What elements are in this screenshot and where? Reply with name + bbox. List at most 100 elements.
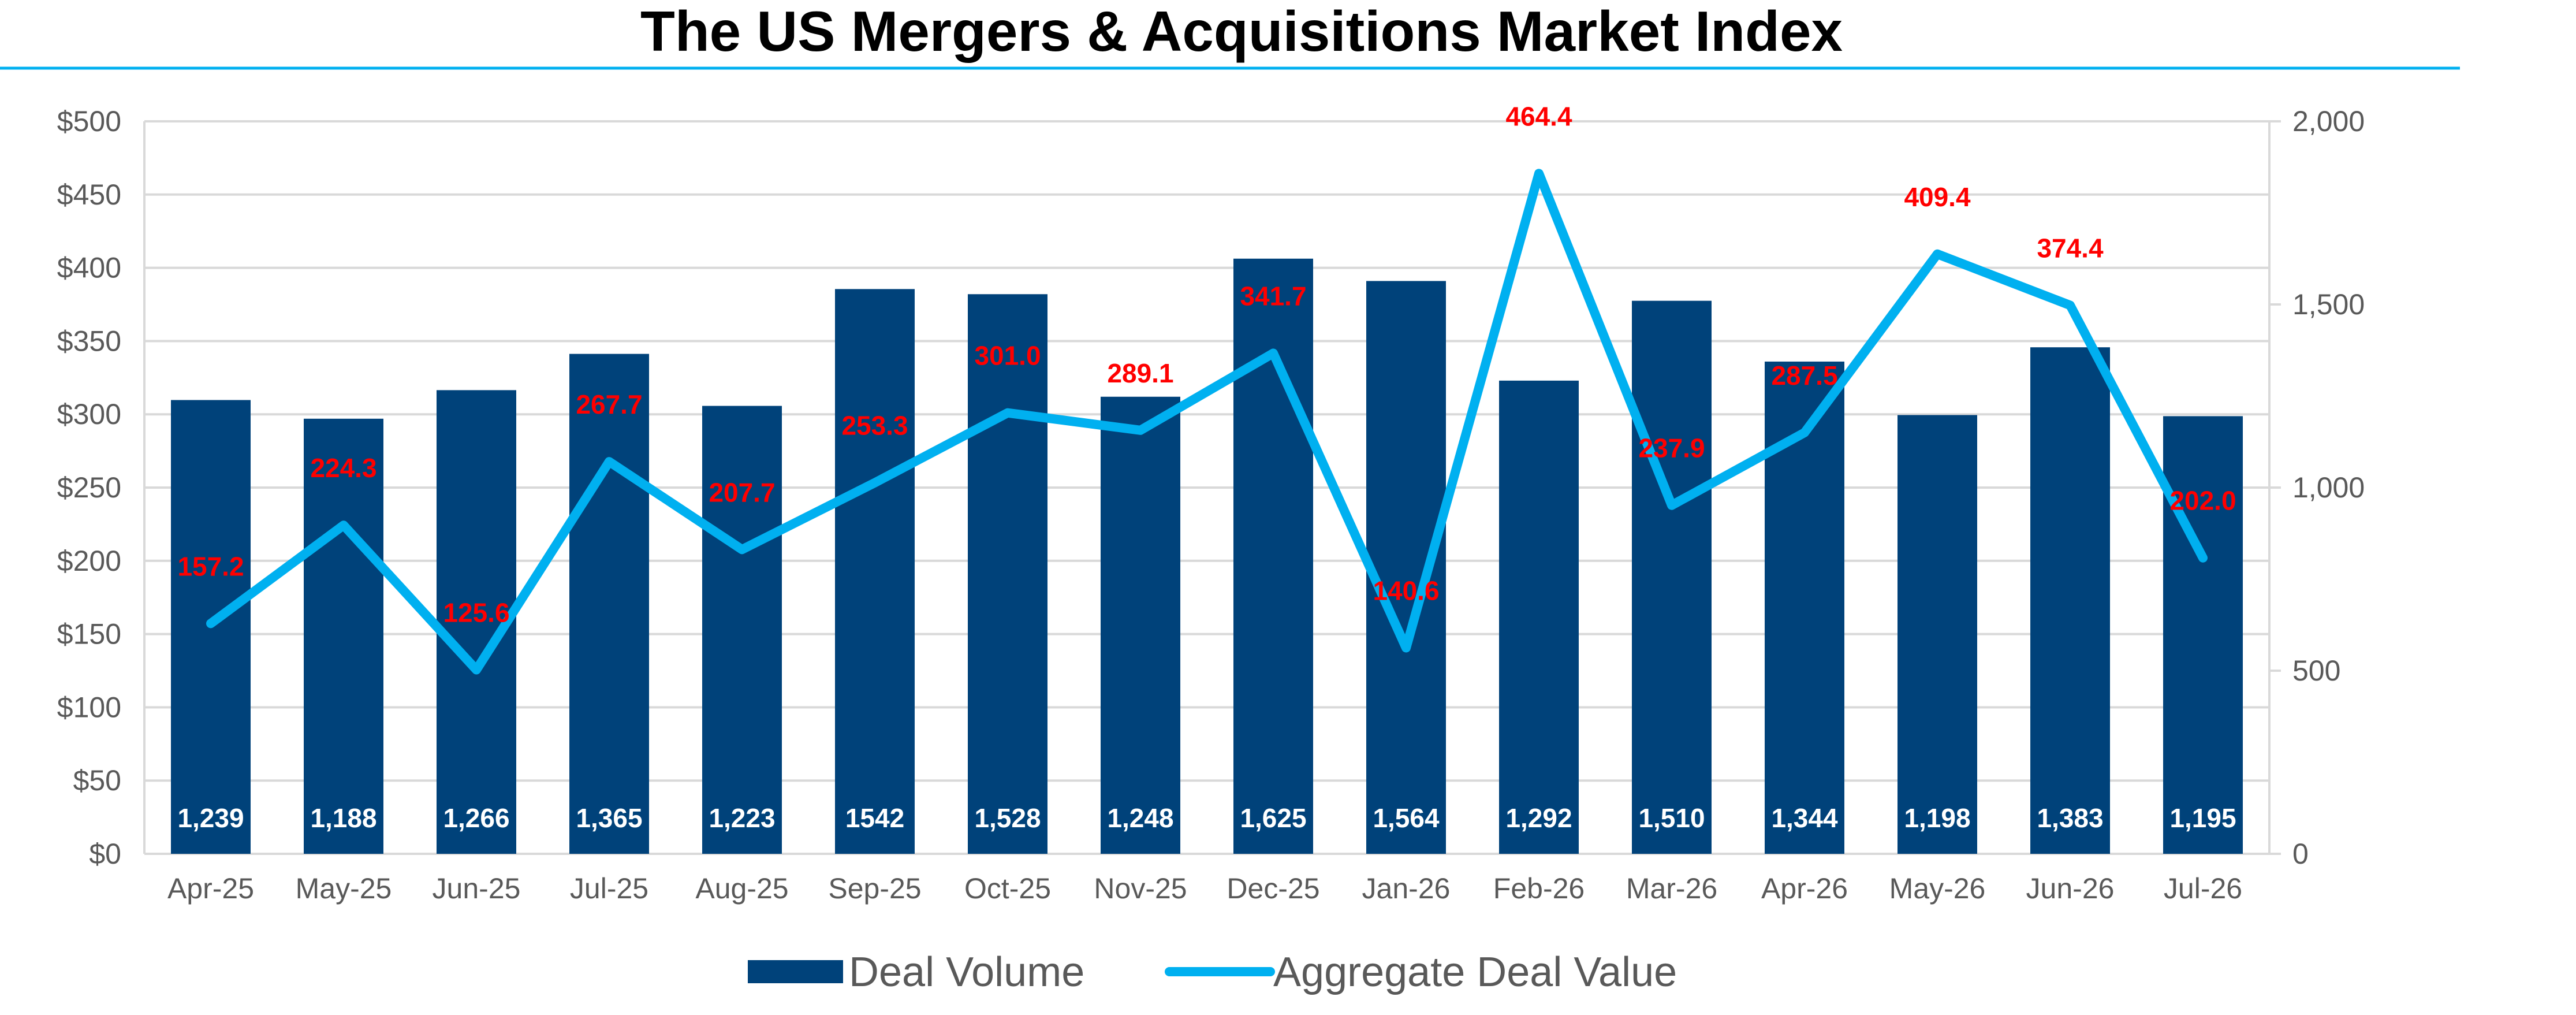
x-tick-label: Jun-25 [433, 872, 521, 905]
bar-deal-volume [1101, 396, 1180, 854]
line-point-aggregate-deal-value [609, 461, 610, 463]
line-data-labels: 157.2 224.3 125.6 267.7 207.7 253.3 301.0 289.1… [177, 101, 2236, 627]
x-tick-label: Nov-25 [1094, 872, 1187, 905]
bar-data-label: 1,188 [310, 803, 376, 833]
x-tick-label: Jun-26 [2026, 872, 2115, 905]
bar-data-label: 1,625 [1240, 803, 1306, 833]
x-tick-label: Jul-25 [570, 872, 648, 905]
legend: Deal Volume Aggregate Deal Value [748, 949, 1677, 995]
line-point-aggregate-deal-value [1007, 412, 1008, 414]
axis-tick-labels: $0 $50 $100 $150 $200 $250 $300 $350 $400 $450 $50… [57, 105, 2365, 905]
bar-data-label: 1542 [845, 803, 904, 833]
bar-data-labels: 1,239 1,188 1,266 1,365 1,223 1542 1,528 1,248 1… [177, 803, 2236, 833]
y-left-tick-label: $250 [57, 471, 121, 504]
line-data-label: 464.4 [1505, 101, 1572, 131]
line-point-aggregate-deal-value [1140, 429, 1141, 431]
bar-data-label: 1,365 [576, 803, 642, 833]
y-right-tick-label: 1,500 [2292, 288, 2365, 321]
bar-deal-volume [2030, 347, 2110, 854]
line-point-aggregate-deal-value [1671, 504, 1672, 506]
line-data-label: 125.6 [443, 597, 509, 627]
bar-data-label: 1,564 [1373, 803, 1440, 833]
x-tick-label: May-25 [296, 872, 392, 905]
line-point-aggregate-deal-value [1937, 253, 1938, 255]
bar-data-label: 1,239 [177, 803, 244, 833]
line-point-aggregate-deal-value [1273, 352, 1274, 354]
line-data-label: 157.2 [177, 551, 244, 581]
line-data-label: 253.3 [841, 411, 908, 441]
bar-data-label: 1,266 [443, 803, 509, 833]
line-data-label: 202.0 [2169, 486, 2236, 516]
bar-data-label: 1,195 [2169, 803, 2236, 833]
line-data-label: 267.7 [576, 389, 642, 419]
y-left-tick-label: $150 [57, 618, 121, 650]
y-left-tick-label: $400 [57, 252, 121, 284]
line-data-label: 409.4 [1904, 182, 1971, 212]
line-data-label: 341.7 [1240, 281, 1306, 311]
y-left-tick-label: $200 [57, 545, 121, 577]
bar-deal-volume [1897, 415, 1977, 854]
x-tick-label: Feb-26 [1493, 872, 1585, 905]
legend-swatch-deal-volume [748, 960, 843, 983]
y-left-tick-label: $50 [73, 764, 121, 797]
y-right-tick-label: 1,000 [2292, 471, 2365, 504]
line-data-label: 374.4 [2037, 233, 2104, 263]
line-point-aggregate-deal-value [343, 525, 344, 526]
bar-data-label: 1,383 [2037, 803, 2103, 833]
bar-data-label: 1,510 [1638, 803, 1705, 833]
x-tick-label: Jul-26 [2164, 872, 2242, 905]
y-left-tick-label: $350 [57, 325, 121, 357]
x-tick-label: Apr-25 [167, 872, 254, 905]
line-point-aggregate-deal-value [476, 669, 477, 671]
y-left-tick-label: $0 [89, 838, 121, 870]
bar-deal-volume [569, 354, 649, 854]
x-tick-label: Mar-26 [1626, 872, 1717, 905]
x-tick-label: Aug-25 [695, 872, 788, 905]
legend-label-aggregate-deal-value: Aggregate Deal Value [1273, 949, 1677, 995]
bar-data-label: 1,344 [1771, 803, 1838, 833]
line-data-label: 301.0 [974, 341, 1041, 371]
line-data-label: 224.3 [310, 453, 376, 483]
x-tick-label: Apr-26 [1761, 872, 1848, 905]
bar-data-label: 1,528 [974, 803, 1041, 833]
line-point-aggregate-deal-value [741, 549, 743, 551]
bar-deal-volume [2163, 416, 2243, 854]
line-point-aggregate-deal-value [2070, 304, 2071, 306]
bar-deal-volume [1632, 300, 1712, 854]
line-data-label: 207.7 [709, 477, 775, 507]
line-point-aggregate-deal-value [1406, 647, 1407, 649]
x-tick-label: Oct-25 [964, 872, 1051, 905]
bar-data-label: 1,223 [709, 803, 775, 833]
x-tick-label: May-26 [1889, 872, 1986, 905]
line-point-aggregate-deal-value [1804, 432, 1805, 433]
bar-data-label: 1,198 [1904, 803, 1970, 833]
bar-data-label: 1,248 [1107, 803, 1173, 833]
line-data-label: 287.5 [1771, 360, 1837, 391]
line-data-label: 237.9 [1638, 433, 1705, 463]
y-right-tick-label: 2,000 [2292, 105, 2365, 137]
x-tick-label: Jan-26 [1362, 872, 1451, 905]
bar-deal-volume [1366, 281, 1446, 854]
bar-deal-volume [1499, 380, 1579, 854]
line-point-aggregate-deal-value [1538, 173, 1539, 174]
line-data-label: 140.6 [1373, 575, 1439, 605]
bar-deal-volume [835, 289, 915, 854]
bar-deal-volume [968, 294, 1047, 854]
y-left-tick-label: $500 [57, 105, 121, 137]
line-data-label: 289.1 [1107, 358, 1173, 388]
y-left-tick-label: $100 [57, 691, 121, 723]
line-point-aggregate-deal-value [2202, 557, 2204, 559]
y-right-tick-label: 0 [2292, 838, 2309, 870]
bar-data-label: 1,292 [1505, 803, 1572, 833]
bar-deal-volume [304, 418, 383, 854]
bar-deal-volume [702, 406, 782, 854]
chart-title: The US Mergers & Acquisitions Market Ind… [640, 0, 1843, 63]
y-right-tick-label: 500 [2292, 655, 2340, 687]
line-aggregate-deal-value [206, 169, 2208, 675]
line-point-aggregate-deal-value [874, 482, 875, 484]
line-point-aggregate-deal-value [210, 623, 211, 624]
bars [171, 258, 2243, 854]
y-left-tick-label: $300 [57, 398, 121, 430]
bar-deal-volume [1233, 258, 1313, 854]
